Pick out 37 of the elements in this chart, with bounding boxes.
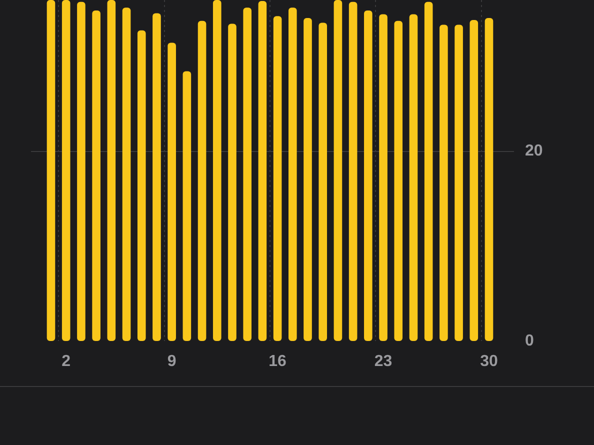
bar [304, 18, 312, 341]
bar [440, 24, 448, 341]
x-tick-label: 16 [268, 353, 287, 370]
bar [122, 8, 131, 341]
bar [484, 18, 494, 341]
bar [62, 0, 70, 341]
bar [46, 0, 56, 341]
bar [470, 20, 478, 341]
bar [258, 0, 267, 341]
bar [152, 13, 161, 341]
bar [334, 0, 342, 341]
bar [424, 2, 433, 341]
bar [137, 30, 146, 341]
x-tick-label: 2 [62, 353, 71, 370]
bar [92, 10, 100, 341]
bar [454, 24, 463, 341]
bar [182, 71, 192, 341]
bar [168, 42, 176, 341]
bar [394, 20, 403, 341]
bar [212, 0, 222, 341]
x-tick-label: 30 [480, 353, 498, 370]
x-tick-label: 9 [167, 353, 176, 370]
y-tick-label: 20 [525, 142, 543, 160]
bar [409, 14, 418, 341]
bar [107, 0, 116, 341]
bar [243, 8, 252, 341]
y-tick-label: 0 [525, 332, 534, 350]
bar [198, 20, 206, 341]
bar [364, 10, 372, 341]
bar [318, 22, 328, 341]
bar [228, 24, 236, 341]
bar [348, 2, 358, 341]
bar [77, 2, 86, 341]
bar [273, 16, 282, 341]
x-tick-label: 23 [374, 353, 392, 370]
bar [288, 8, 297, 341]
bar [379, 14, 388, 341]
